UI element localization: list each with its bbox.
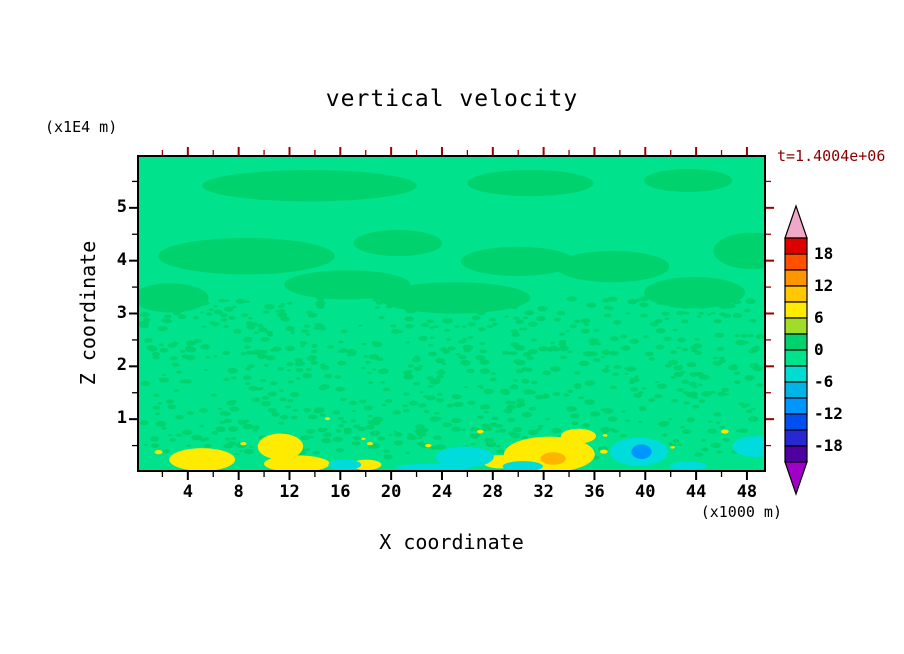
colorbar-segment <box>784 317 808 335</box>
y-tick-label: 1 <box>116 408 127 429</box>
chart-title: vertical velocity <box>325 86 579 112</box>
colorbar-segment <box>784 397 808 415</box>
colorbar-under-arrow <box>784 461 808 496</box>
field-background <box>139 157 764 470</box>
x-tick-label: 40 <box>635 482 656 502</box>
x-tick-label: 8 <box>233 482 244 502</box>
x-tick-label: 4 <box>182 482 193 502</box>
colorbar-tick-label: -18 <box>814 436 843 455</box>
colorbar-tick-label: 6 <box>814 308 824 327</box>
y-tick-label: 2 <box>116 355 127 376</box>
y-axis-unit: (x1E4 m) <box>45 118 118 136</box>
x-tick-label: 44 <box>685 482 707 502</box>
colorbar-segment <box>784 253 808 271</box>
surface-anomalies <box>169 428 764 470</box>
y-tick-label: 4 <box>116 249 127 270</box>
x-tick-label: 12 <box>279 482 300 502</box>
colorbar-segment <box>784 237 808 255</box>
contour-field <box>139 157 764 470</box>
colorbar-segment <box>784 365 808 383</box>
colorbar-segment <box>784 333 808 351</box>
x-tick-label: 36 <box>584 482 605 502</box>
colorbar-segment <box>784 429 808 447</box>
colorbar <box>784 204 808 496</box>
colorbar-tick-label: -6 <box>814 372 834 391</box>
y-tick-label: 3 <box>116 302 127 323</box>
colorbar-segment <box>784 301 808 319</box>
y-tick-label: 5 <box>116 196 127 217</box>
colorbar-segment <box>784 445 808 463</box>
timestamp-label: t=1.4004e+06 <box>777 147 886 165</box>
colorbar-tick-label: 12 <box>814 276 834 295</box>
contour-plot-area <box>137 155 766 472</box>
colorbar-segment <box>784 413 808 431</box>
speckle-texture <box>139 295 764 462</box>
colorbar-tick-label: 0 <box>814 340 824 359</box>
colorbar-tick-label: 18 <box>814 244 834 263</box>
colorbar-segment <box>784 269 808 287</box>
colorbar-segment <box>784 381 808 399</box>
x-tick-label: 48 <box>736 482 758 502</box>
colorbar-over-arrow <box>784 204 808 239</box>
x-tick-label: 24 <box>431 482 453 502</box>
x-axis-label: X coordinate <box>379 530 524 554</box>
colorbar-segment <box>784 349 808 367</box>
colorbar-segment <box>784 285 808 303</box>
x-tick-label: 28 <box>482 482 504 502</box>
patch-blobs <box>139 168 764 314</box>
x-axis-unit: (x1000 m) <box>700 503 782 521</box>
x-tick-label: 32 <box>533 482 554 502</box>
x-tick-label: 20 <box>380 482 402 502</box>
colorbar-tick-label: -12 <box>814 404 843 423</box>
x-tick-label: 16 <box>330 482 351 502</box>
